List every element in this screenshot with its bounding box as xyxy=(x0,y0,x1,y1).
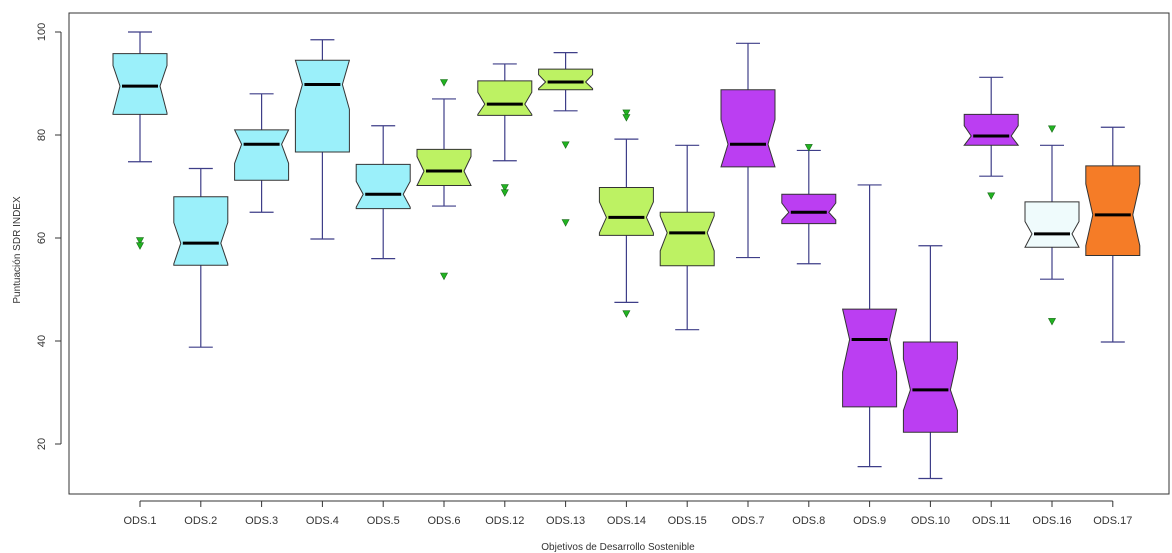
notched-box xyxy=(233,129,290,181)
notched-box xyxy=(659,211,715,267)
x-tick-label: ODS.12 xyxy=(485,515,524,527)
x-axis: ODS.1 ODS.2 ODS.3 ODS.4 ODS.5 ODS.6 ODS.12 ODS.… xyxy=(123,500,1132,527)
x-tick-label: ODS.8 xyxy=(792,515,825,527)
outlier-point xyxy=(135,237,145,245)
x-tick-label: ODS.3 xyxy=(245,515,278,527)
box-ods-4 xyxy=(294,39,351,240)
notched-box xyxy=(841,308,898,408)
y-tick-label: 100 xyxy=(36,23,48,41)
notched-box xyxy=(294,59,351,153)
box-ods-11 xyxy=(963,76,1020,200)
x-tick-label: ODS.4 xyxy=(306,515,339,527)
y-tick-label: 20 xyxy=(36,438,48,450)
y-axis: 20 40 60 80 100 xyxy=(36,23,62,450)
box-ods-17 xyxy=(1085,126,1141,343)
outlier-point xyxy=(1047,318,1057,326)
box-ods-12 xyxy=(477,63,533,197)
box-ods-13 xyxy=(538,51,594,227)
x-tick-label: ODS.15 xyxy=(668,515,707,527)
notched-box xyxy=(781,193,837,225)
y-tick-label: 40 xyxy=(36,335,48,347)
x-tick-label: ODS.1 xyxy=(123,515,156,527)
box-ods-10 xyxy=(902,245,958,480)
notched-box xyxy=(173,196,229,266)
x-tick-label: ODS.13 xyxy=(546,515,585,527)
x-axis-title: Objetivos de Desarrollo Sostenible xyxy=(541,542,695,553)
y-tick-label: 80 xyxy=(36,129,48,141)
y-axis-title: Puntuación SDR INDEX xyxy=(12,196,23,304)
outlier-point xyxy=(561,141,570,149)
x-tick-label: ODS.6 xyxy=(427,515,460,527)
notched-box xyxy=(1024,201,1080,248)
x-tick-label: ODS.14 xyxy=(607,515,646,527)
outlier-point xyxy=(561,219,570,227)
notched-box xyxy=(1085,165,1141,256)
outlier-point xyxy=(622,310,631,318)
outlier-point xyxy=(135,242,145,250)
box-ods-16 xyxy=(1024,125,1080,326)
x-tick-label: ODS.5 xyxy=(367,515,400,527)
box-ods-6 xyxy=(416,79,472,281)
box-ods-5 xyxy=(355,125,411,260)
notched-box xyxy=(963,113,1020,146)
notched-box xyxy=(355,163,411,210)
notched-box xyxy=(598,187,654,236)
plot-frame xyxy=(68,12,1170,495)
notched-box xyxy=(720,89,776,168)
x-tick-label: ODS.10 xyxy=(911,515,950,527)
box-ods-7 xyxy=(720,42,776,259)
plot-area xyxy=(112,31,1141,480)
box-ods-2 xyxy=(173,167,229,348)
box-ods-15 xyxy=(659,144,715,331)
x-tick-label: ODS.17 xyxy=(1093,515,1132,527)
box-ods-1 xyxy=(112,31,168,250)
notched-box xyxy=(477,80,533,116)
y-tick-label: 60 xyxy=(36,232,48,244)
notched-box xyxy=(112,53,168,115)
x-tick-label: ODS.9 xyxy=(853,515,886,527)
notched-box xyxy=(416,148,472,186)
x-tick-label: ODS.2 xyxy=(184,515,217,527)
outlier-point xyxy=(439,272,449,281)
box-ods-9 xyxy=(841,184,898,468)
notched-box xyxy=(538,68,594,91)
outlier-point xyxy=(439,79,449,87)
outlier-point xyxy=(804,144,813,152)
box-ods-14 xyxy=(598,109,654,318)
outlier-point xyxy=(500,184,509,192)
box-ods-3 xyxy=(233,93,290,213)
outlier-point xyxy=(500,189,509,197)
outlier-point xyxy=(1047,125,1057,133)
x-tick-label: ODS.11 xyxy=(972,515,1010,527)
notched-box xyxy=(902,341,958,433)
outlier-point xyxy=(622,109,631,118)
x-tick-label: ODS.16 xyxy=(1032,515,1071,527)
box-ods-8 xyxy=(781,144,837,265)
x-tick-label: ODS.7 xyxy=(731,515,764,527)
outlier-point xyxy=(987,192,996,200)
outlier-point xyxy=(622,114,631,122)
